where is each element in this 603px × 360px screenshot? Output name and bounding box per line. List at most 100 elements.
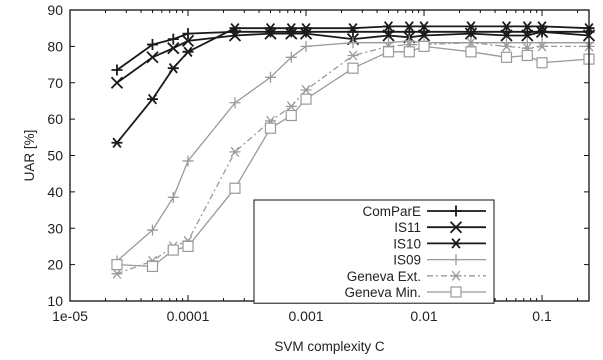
data-point [111,137,123,149]
x-tick-label: 0.1 [532,308,552,324]
data-point [383,21,395,32]
data-point [535,25,549,38]
data-point [300,84,312,96]
series-2 [111,21,595,149]
data-point [521,37,533,49]
data-point [536,21,548,32]
legend-label: Geneva Ext. [347,269,421,284]
data-point [182,155,194,167]
legend-swatch-marker [450,254,462,266]
y-tick-label: 80 [47,38,63,54]
data-point [110,76,124,89]
data-point [403,21,415,32]
data-point [299,27,313,40]
y-tick-label: 40 [47,184,63,200]
data-point [264,71,276,83]
legend-label: Geneva Min. [344,285,421,300]
data-point [264,27,277,40]
data-point [465,26,477,38]
legend-swatch-marker [450,270,462,281]
data-point [229,146,241,157]
data-point [146,93,158,105]
data-point [465,46,477,58]
data-point [167,62,179,74]
data-point [347,62,359,74]
data-point [403,46,415,58]
data-point [167,42,180,55]
data-point [167,33,179,45]
data-point [229,97,241,109]
data-point [111,259,123,271]
legend-swatch-marker [450,238,462,249]
data-point [501,41,513,52]
data-point [521,49,533,62]
data-point [146,224,158,236]
data-point [500,51,513,63]
data-point [146,51,159,64]
x-tick-label: 0.0001 [167,308,210,324]
x-tick-label: 0.01 [410,308,437,324]
data-point [347,22,359,34]
data-point [501,21,513,32]
data-point [285,51,297,63]
data-point [146,39,158,51]
x-axis-title: SVM complexity C [274,339,385,354]
data-point [417,29,431,42]
data-point [182,240,194,253]
data-point [181,34,195,48]
data-point [167,244,179,256]
data-point [347,37,359,49]
data-point [382,29,395,42]
legend-swatch-marker [450,205,462,217]
legend-label: IS11 [394,220,421,235]
data-point [300,40,312,52]
y-tick-label: 90 [47,2,63,18]
data-point [111,64,123,76]
y-tick-label: 10 [47,293,63,309]
data-point [229,182,241,194]
data-point [182,28,194,40]
y-tick-label: 70 [47,75,63,91]
data-point [285,27,298,40]
legend-swatch-marker [449,221,463,234]
legend-label: IS09 [393,253,421,268]
legend-swatch-marker [450,286,462,298]
data-point [111,268,123,279]
data-point [418,40,430,52]
data-point [465,21,477,32]
data-point [146,260,159,273]
data-point [264,122,277,134]
data-point [347,50,359,61]
y-tick-label: 60 [47,111,63,127]
data-point [536,57,548,69]
data-point [285,109,297,122]
axis-ticks: 10 20 30 40 50 60 70 80 90 1e-05 0.0001 0.001 0.01 0.… [47,2,589,324]
data-point [418,21,430,32]
legend-label: IS10 [393,236,421,251]
data-point [521,21,533,32]
data-point [521,29,534,42]
y-tick-label: 30 [47,220,63,236]
data-point [500,29,513,42]
x-tick-label: 0.001 [288,308,323,324]
x-tick-label: 1e-05 [52,308,88,324]
data-point [167,191,179,203]
data-point [300,22,312,34]
y-tick-label: 20 [47,257,63,273]
data-point [300,93,312,105]
data-point [536,41,548,52]
data-point [264,22,276,34]
legend-box [253,199,495,304]
data-point [229,22,241,34]
data-point [285,22,297,34]
series-layer [110,21,596,279]
legend-label: ComParE [362,204,421,219]
y-tick-label: 50 [47,148,63,164]
data-point [285,101,297,112]
data-point [382,46,395,58]
data-point [465,37,477,48]
data-point [182,46,194,58]
y-axis-title: UAR [%] [22,130,37,182]
